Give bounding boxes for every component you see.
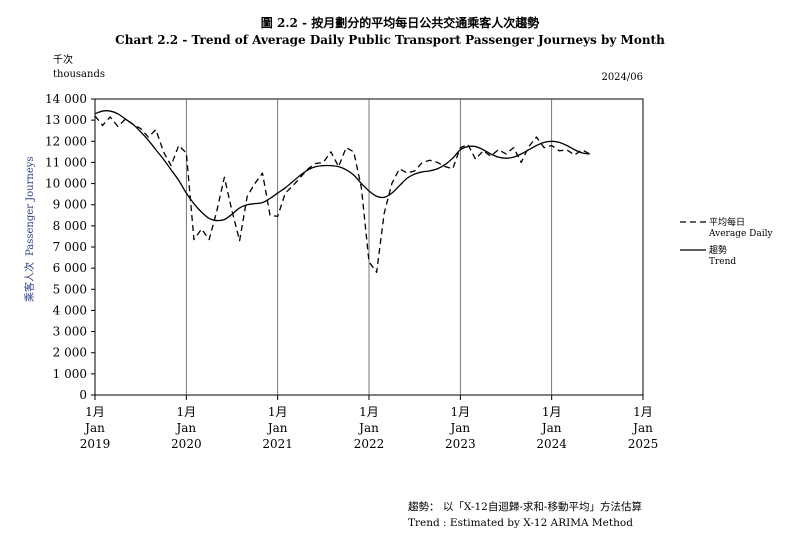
x-tick-month-en: Jan <box>357 421 379 435</box>
legend-label-average-daily-zh: 平均每日 <box>709 216 745 228</box>
y-tick-label: 13 000 <box>45 113 87 127</box>
y-tick-label: 4 000 <box>53 303 87 317</box>
y-tick-label: 12 000 <box>45 134 87 148</box>
y-tick-label: 7 000 <box>53 240 87 254</box>
y-tick-label: 1 000 <box>53 367 87 381</box>
x-tick-year: 2021 <box>262 437 293 451</box>
x-tick-month-en: Jan <box>631 421 653 435</box>
y-axis-ticks: 0 1 000 2 000 3 000 4 000 5 000 6 000 7 000 8 00… <box>45 92 95 402</box>
y-tick-label: 2 000 <box>53 346 87 360</box>
period-label: 2024/06 <box>601 72 643 83</box>
x-tick-year: 2025 <box>628 437 659 451</box>
series-lines <box>94 110 591 274</box>
y-tick-label: 11 000 <box>45 155 87 169</box>
x-tick-month-zh: 1月 <box>268 405 288 419</box>
y-tick-label: 14 000 <box>45 92 87 106</box>
x-tick-month-en: Jan <box>448 421 470 435</box>
chart-title-en: Chart 2.2 - Trend of Average Daily Publi… <box>115 33 665 47</box>
y-axis-label-en: Passenger Journeys <box>25 156 36 256</box>
y-tick-label: 10 000 <box>45 177 87 191</box>
y-tick-label: 6 000 <box>53 261 87 275</box>
x-axis-ticks: 1月 Jan 2019 1月 Jan 2020 1月 Jan 2021 1月 Jan 2022 1月 Ja… <box>80 395 659 451</box>
x-tick-month-en: Jan <box>266 421 288 435</box>
x-tick-month-zh: 1月 <box>542 405 562 419</box>
unit-label-en: thousands <box>53 69 105 80</box>
footnote-zh: 趨勢： 以「X-12自迴歸-求和-移動平均」方法估算 <box>408 500 642 513</box>
y-tick-label: 0 <box>79 388 87 402</box>
x-tick-year: 2024 <box>536 437 567 451</box>
series-line-trend <box>94 110 590 222</box>
y-axis-label: 乘客人次 Passenger Journeys <box>23 156 36 302</box>
y-tick-label: 9 000 <box>53 198 87 212</box>
chart-title-zh: 圖 2.2 - 按月劃分的平均每日公共交通乘客人次趨勢 <box>261 15 539 30</box>
legend-label-trend-en: Trend <box>709 257 736 267</box>
x-tick-year: 2020 <box>171 437 202 451</box>
x-tick-month-en: Jan <box>83 421 105 435</box>
y-axis-label-zh: 乘客人次 <box>23 262 36 302</box>
y-tick-label: 8 000 <box>53 219 87 233</box>
series-line-average-daily <box>94 115 591 274</box>
x-tick-month-en: Jan <box>174 421 196 435</box>
x-tick-month-zh: 1月 <box>451 405 471 419</box>
footnote-en: Trend : Estimated by X-12 ARIMA Method <box>408 517 633 529</box>
x-tick-month-zh: 1月 <box>633 405 653 419</box>
x-tick-year: 2023 <box>445 437 476 451</box>
unit-label-zh: 千次 <box>53 53 73 66</box>
x-tick-year: 2022 <box>354 437 385 451</box>
x-tick-month-en: Jan <box>540 421 562 435</box>
legend-label-average-daily-en: Average Daily <box>708 229 774 239</box>
y-tick-label: 3 000 <box>53 325 87 339</box>
x-tick-month-zh: 1月 <box>85 405 105 419</box>
vertical-gridlines <box>185 99 553 395</box>
x-tick-year: 2019 <box>80 437 111 451</box>
legend: 平均每日 Average Daily 趨勢 Trend <box>680 216 774 267</box>
legend-label-trend-zh: 趨勢 <box>709 244 727 256</box>
x-tick-month-zh: 1月 <box>359 405 379 419</box>
y-tick-label: 5 000 <box>53 282 87 296</box>
x-tick-month-zh: 1月 <box>177 405 197 419</box>
